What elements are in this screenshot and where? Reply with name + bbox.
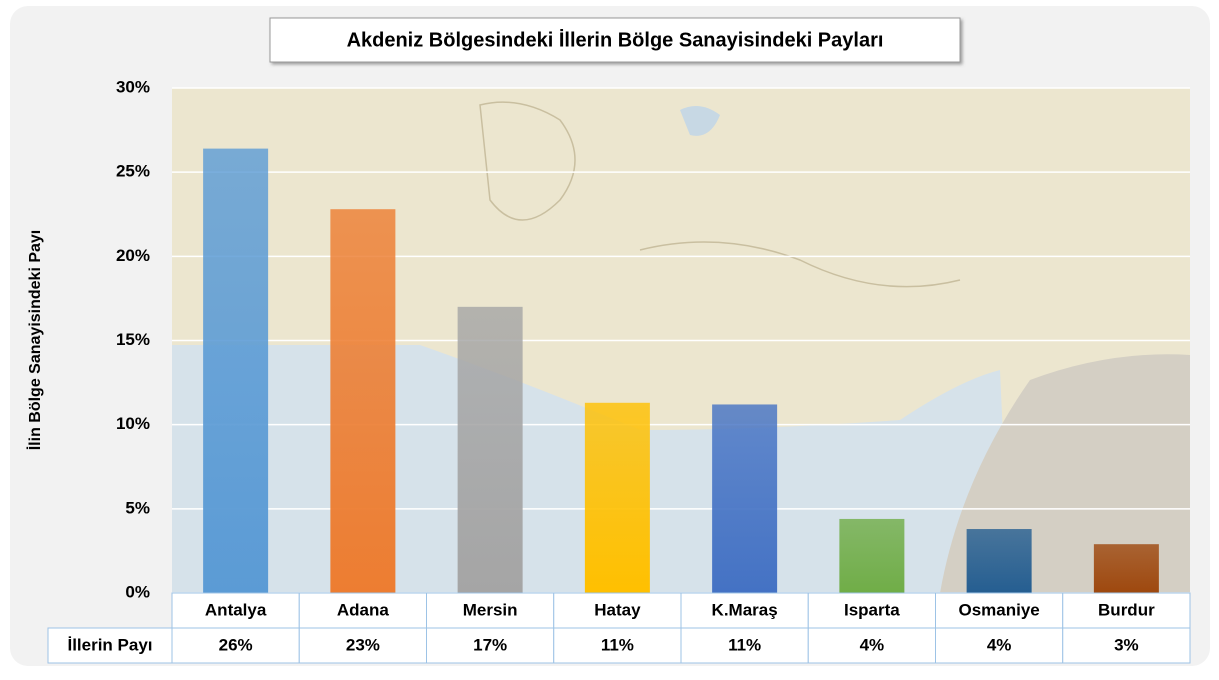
y-tick-label: 10% <box>116 414 150 433</box>
y-tick-label: 30% <box>116 77 150 96</box>
value-label: 23% <box>346 635 380 654</box>
y-tick-label: 0% <box>125 582 150 601</box>
y-tick-label: 25% <box>116 162 150 181</box>
table-cell <box>935 592 1064 629</box>
table-cell <box>935 627 1064 664</box>
x-tick-label: Isparta <box>844 600 900 619</box>
bar <box>966 529 1032 593</box>
x-tick-label: K.Maraş <box>712 600 778 619</box>
table-cell <box>171 592 300 629</box>
y-tick-label: 15% <box>116 330 150 349</box>
bar <box>1093 544 1159 593</box>
table-cell <box>680 627 809 664</box>
x-tick-label: Osmaniye <box>958 600 1039 619</box>
value-label: 26% <box>219 635 253 654</box>
table-cell <box>426 627 555 664</box>
table-cell <box>807 592 936 629</box>
x-tick-label: Adana <box>337 600 390 619</box>
value-label: 4% <box>860 635 885 654</box>
table-header-cell <box>47 627 173 664</box>
bar <box>457 306 523 593</box>
bar <box>203 148 269 593</box>
value-label: 4% <box>987 635 1012 654</box>
x-tick-label: Antalya <box>205 600 267 619</box>
table-row-label: İllerin Payı <box>67 635 152 654</box>
table-cell <box>807 627 936 664</box>
table-cell <box>1062 592 1191 629</box>
table-cell <box>171 627 300 664</box>
bar <box>839 518 905 593</box>
value-label: 11% <box>728 635 761 654</box>
y-tick-label: 20% <box>116 246 150 265</box>
x-tick-label: Mersin <box>463 600 518 619</box>
x-tick-label: Burdur <box>1098 600 1155 619</box>
value-label: 11% <box>601 635 634 654</box>
chart-title: Akdeniz Bölgesindeki İllerin Bölge Sanay… <box>347 28 884 51</box>
value-label: 17% <box>473 635 507 654</box>
table-cell <box>298 627 427 664</box>
title-box <box>269 17 961 63</box>
table-cell <box>1062 627 1191 664</box>
y-tick-label: 5% <box>125 498 150 517</box>
bar <box>330 209 396 593</box>
y-axis-label: İlin Bölge Sanayisindeki Payı <box>26 230 44 451</box>
table-cell <box>553 627 682 664</box>
bar <box>712 404 778 593</box>
bar <box>584 402 650 593</box>
x-tick-label: Hatay <box>594 600 641 619</box>
value-label: 3% <box>1114 635 1139 654</box>
